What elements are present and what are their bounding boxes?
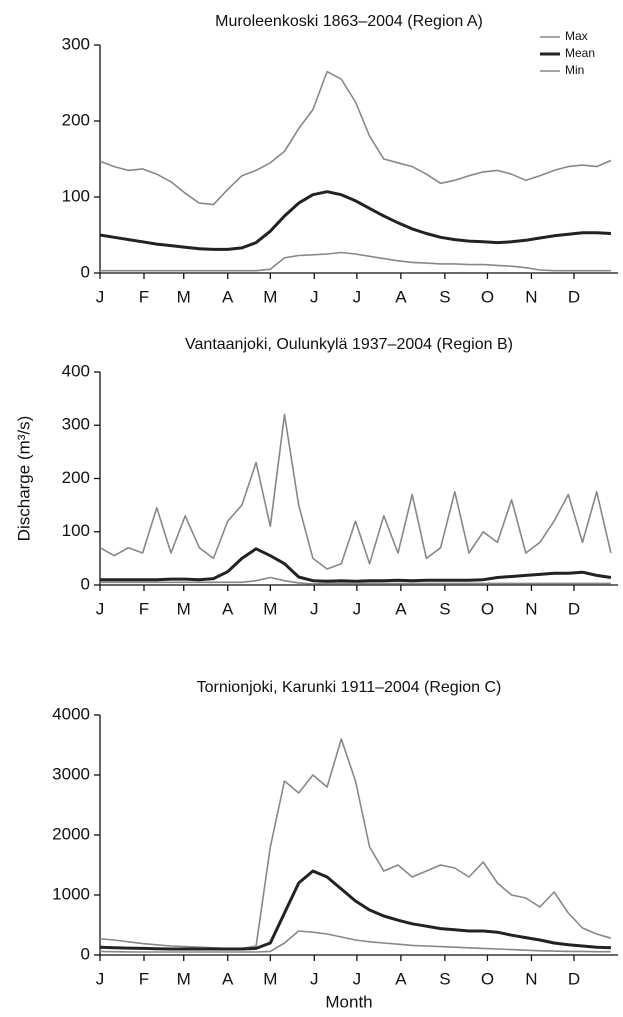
legend-label: Max xyxy=(565,29,588,43)
y-tick-label: 100 xyxy=(62,521,90,540)
x-tick-label: D xyxy=(568,599,580,618)
x-tick-label: F xyxy=(139,969,149,988)
series-line xyxy=(99,930,611,953)
x-tick-label: N xyxy=(525,599,537,618)
x-tick-label: A xyxy=(395,287,407,306)
series-line xyxy=(100,251,611,272)
x-tick-label: J xyxy=(96,969,105,988)
y-tick-label: 1000 xyxy=(52,884,90,903)
x-tick-label: S xyxy=(439,287,450,306)
x-tick-label: S xyxy=(439,969,450,988)
y-tick-label: 0 xyxy=(81,574,90,593)
x-tick-label: J xyxy=(353,287,362,306)
x-tick-label: J xyxy=(353,599,362,618)
x-tick-label: N xyxy=(525,287,537,306)
y-tick-label: 200 xyxy=(62,110,90,129)
x-tick-label: J xyxy=(310,287,319,306)
x-tick-label: J xyxy=(353,969,362,988)
x-tick-label: J xyxy=(310,969,319,988)
x-tick-label: M xyxy=(263,599,277,618)
series-line xyxy=(99,738,612,950)
y-axis-label: Discharge (m³/s) xyxy=(14,416,33,542)
series-line xyxy=(100,547,612,583)
y-tick-label: 400 xyxy=(62,361,90,380)
x-tick-label: F xyxy=(139,599,149,618)
y-tick-label: 300 xyxy=(62,34,90,53)
x-tick-label: M xyxy=(177,969,191,988)
x-tick-label: A xyxy=(222,599,234,618)
x-tick-label: N xyxy=(525,969,537,988)
legend-label: Min xyxy=(565,63,584,77)
chart-title: Vantaanjoki, Oulunkylä 1937–2004 (Region… xyxy=(185,336,513,353)
legend-label: Mean xyxy=(565,46,595,60)
series-line xyxy=(99,70,612,206)
x-tick-label: J xyxy=(96,599,105,618)
y-tick-label: 300 xyxy=(62,415,90,434)
x-tick-label: O xyxy=(481,969,494,988)
x-tick-label: O xyxy=(481,599,494,618)
x-tick-label: A xyxy=(395,599,407,618)
series-line xyxy=(99,190,611,251)
x-tick-label: D xyxy=(568,969,580,988)
x-tick-label: A xyxy=(395,969,407,988)
x-tick-label: A xyxy=(222,969,234,988)
x-axis-label: Month xyxy=(325,992,372,1011)
y-tick-label: 200 xyxy=(62,468,90,487)
x-tick-label: M xyxy=(263,287,277,306)
y-tick-label: 2000 xyxy=(52,824,90,843)
x-tick-label: D xyxy=(568,287,580,306)
series-line xyxy=(99,413,612,570)
x-tick-label: J xyxy=(310,599,319,618)
y-tick-label: 100 xyxy=(62,186,90,205)
x-tick-label: M xyxy=(177,599,191,618)
x-tick-label: O xyxy=(481,287,494,306)
x-tick-label: F xyxy=(139,287,149,306)
series-line xyxy=(100,576,611,585)
y-tick-label: 0 xyxy=(81,944,90,963)
x-tick-label: A xyxy=(222,287,234,306)
x-tick-label: M xyxy=(177,287,191,306)
x-tick-label: M xyxy=(263,969,277,988)
y-tick-label: 3000 xyxy=(52,764,90,783)
x-tick-label: J xyxy=(96,287,105,306)
chart-title: Tornionjoki, Karunki 1911–2004 (Region C… xyxy=(197,679,502,696)
chart-title: Muroleenkoski 1863–2004 (Region A) xyxy=(215,13,483,30)
y-tick-label: 0 xyxy=(81,262,90,281)
y-tick-label: 4000 xyxy=(52,704,90,723)
series-line xyxy=(99,869,611,951)
x-tick-label: S xyxy=(439,599,450,618)
